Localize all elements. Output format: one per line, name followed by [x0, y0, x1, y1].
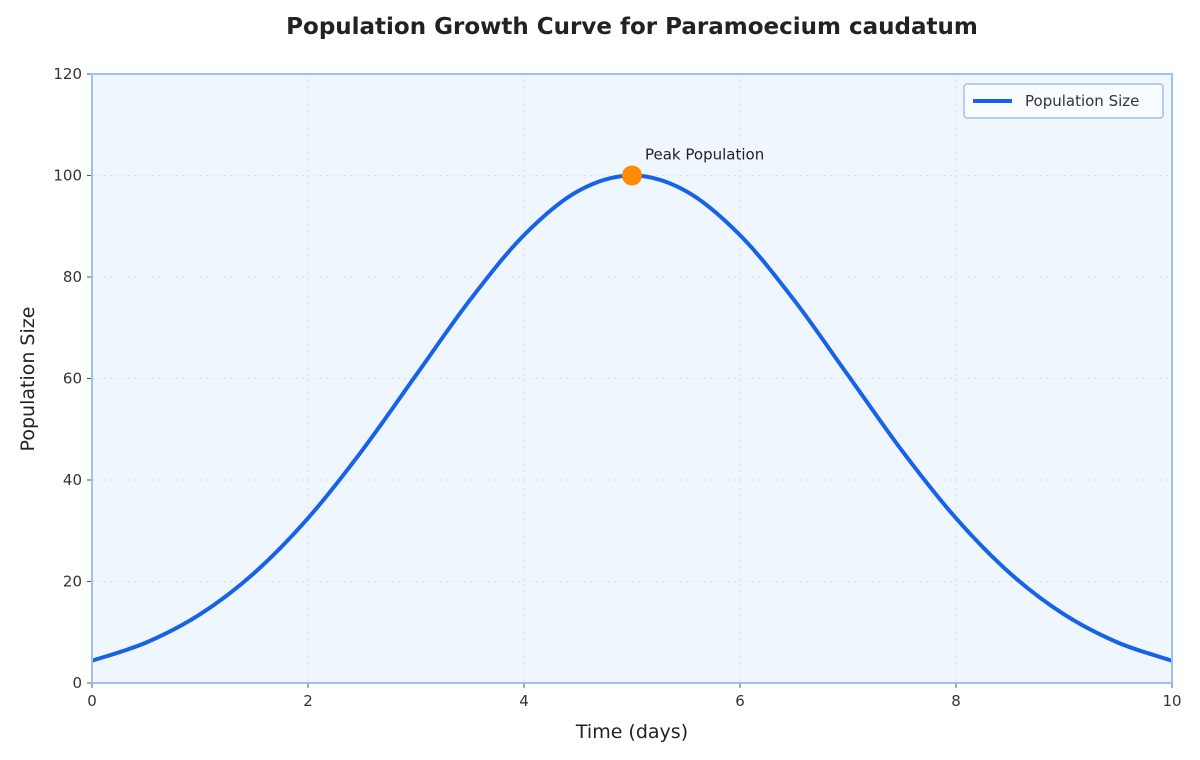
x-tick-label: 6 — [735, 692, 745, 710]
plot-frame — [91, 73, 1173, 684]
peak-marker — [622, 165, 642, 186]
y-tick-label: 120 — [53, 65, 82, 83]
peak-annotation: Peak Population — [645, 146, 764, 164]
x-axis-label: Time (days) — [575, 721, 688, 743]
y-axis: 0 20 40 60 80 100 120 — [53, 65, 92, 692]
legend: Population Size — [963, 83, 1164, 119]
y-axis-label: Population Size — [17, 307, 39, 452]
chart-title: Population Growth Curve for Paramoecium … — [286, 14, 978, 40]
y-tick-label: 100 — [53, 167, 82, 185]
x-tick-label: 10 — [1162, 692, 1181, 710]
x-tick-label: 8 — [951, 692, 961, 710]
y-tick-label: 0 — [72, 674, 82, 692]
x-tick-label: 0 — [87, 692, 97, 710]
x-axis: 0 2 4 6 8 10 — [87, 683, 1182, 710]
x-tick-label: 4 — [519, 692, 529, 710]
y-tick-label: 80 — [63, 268, 82, 286]
y-tick-label: 40 — [63, 471, 82, 489]
x-tick-label: 2 — [303, 692, 313, 710]
y-tick-label: 20 — [63, 573, 82, 591]
y-tick-label: 60 — [63, 370, 82, 388]
legend-label: Population Size — [1025, 92, 1139, 110]
legend-box — [963, 83, 1164, 119]
